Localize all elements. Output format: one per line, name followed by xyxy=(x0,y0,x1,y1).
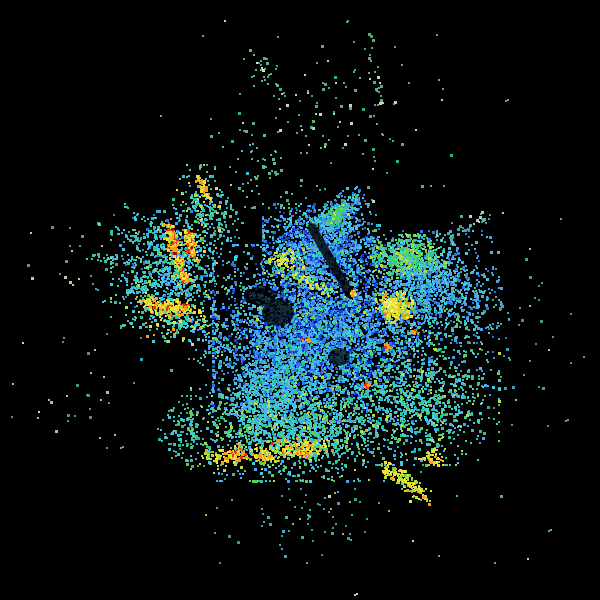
density-heatmap-canvas xyxy=(0,0,600,600)
density-heatmap-figure xyxy=(0,0,600,600)
